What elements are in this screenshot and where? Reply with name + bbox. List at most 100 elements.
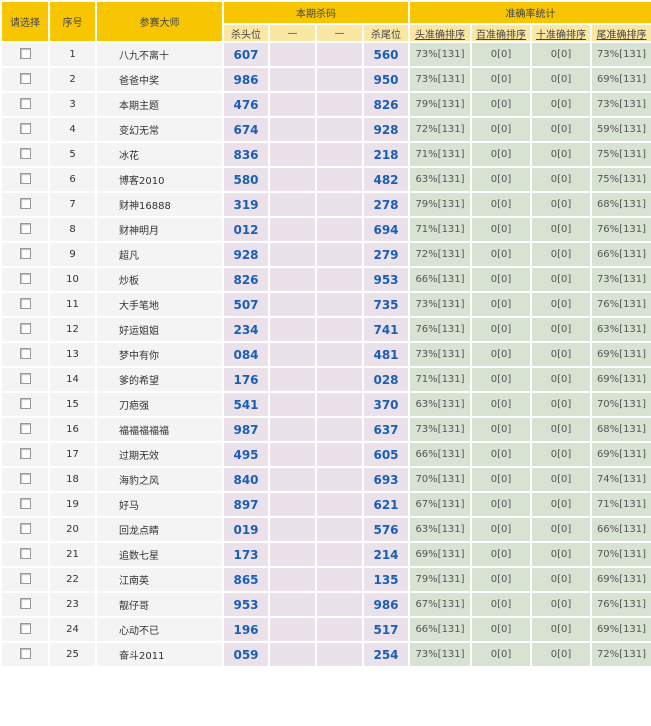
stat-tail: 59%[131] [590, 116, 651, 143]
row-checkbox[interactable] [19, 597, 31, 609]
row-checkbox[interactable] [19, 472, 31, 484]
row-checkbox[interactable] [19, 347, 31, 359]
stat-hundred: 0[0] [470, 391, 532, 418]
row-checkbox[interactable] [19, 447, 31, 459]
stat-hundred: 0[0] [470, 516, 532, 543]
kill-blank-1 [268, 541, 317, 568]
kill-blank-1 [268, 66, 317, 93]
table-row: 22 江南英 865 135 79%[131] 0[0] 0[0] 69%[131] [0, 566, 651, 593]
master-name: 奋斗2011 [95, 641, 224, 668]
stat-tail: 66%[131] [590, 241, 651, 268]
sort-ten-link[interactable]: 十准确排序 [530, 23, 592, 43]
master-name: 博客2010 [95, 166, 224, 193]
kill-head: 507 [222, 291, 270, 318]
master-name: 变幻无常 [95, 116, 224, 143]
master-name: 好运姐姐 [95, 316, 224, 343]
row-checkbox[interactable] [19, 397, 31, 409]
kill-head: 495 [222, 441, 270, 468]
row-checkbox[interactable] [19, 197, 31, 209]
header-kill-group: 本期杀码 [222, 0, 410, 25]
kill-blank-2 [315, 341, 364, 368]
table-row: 18 海豹之风 840 693 70%[131] 0[0] 0[0] 74%[131] [0, 466, 651, 493]
row-checkbox[interactable] [19, 172, 31, 184]
stat-head: 70%[131] [408, 466, 472, 493]
kill-tail: 481 [362, 341, 410, 368]
row-index: 12 [48, 316, 97, 343]
row-checkbox[interactable] [19, 547, 31, 559]
select-cell [0, 141, 50, 168]
kill-head: 840 [222, 466, 270, 493]
row-checkbox[interactable] [19, 622, 31, 634]
select-cell [0, 566, 50, 593]
kill-blank-2 [315, 616, 364, 643]
master-name: 靓仔哥 [95, 591, 224, 618]
stat-tail: 69%[131] [590, 66, 651, 93]
sort-head-link[interactable]: 头准确排序 [408, 23, 472, 43]
row-checkbox[interactable] [19, 297, 31, 309]
stat-ten: 0[0] [530, 566, 592, 593]
kill-blank-1 [268, 141, 317, 168]
row-checkbox[interactable] [19, 572, 31, 584]
row-checkbox[interactable] [19, 222, 31, 234]
stat-head: 66%[131] [408, 266, 472, 293]
kill-blank-1 [268, 566, 317, 593]
table-row: 19 好马 897 621 67%[131] 0[0] 0[0] 71%[131] [0, 491, 651, 518]
kill-tail: 254 [362, 641, 410, 668]
kill-tail: 560 [362, 41, 410, 68]
kill-head: 607 [222, 41, 270, 68]
row-index: 5 [48, 141, 97, 168]
header-master: 参赛大师 [95, 0, 224, 43]
stat-ten: 0[0] [530, 641, 592, 668]
stat-ten: 0[0] [530, 291, 592, 318]
stat-tail: 76%[131] [590, 591, 651, 618]
row-checkbox[interactable] [19, 122, 31, 134]
kill-head: 897 [222, 491, 270, 518]
header-stats-group: 准确率统计 [408, 0, 651, 25]
stat-tail: 75%[131] [590, 166, 651, 193]
select-cell [0, 241, 50, 268]
row-index: 9 [48, 241, 97, 268]
table-row: 10 炒板 826 953 66%[131] 0[0] 0[0] 73%[131] [0, 266, 651, 293]
row-index: 14 [48, 366, 97, 393]
select-cell [0, 166, 50, 193]
row-checkbox[interactable] [19, 372, 31, 384]
row-checkbox[interactable] [19, 647, 31, 659]
row-checkbox[interactable] [19, 522, 31, 534]
stat-ten: 0[0] [530, 591, 592, 618]
row-checkbox[interactable] [19, 147, 31, 159]
stat-head: 73%[131] [408, 341, 472, 368]
select-cell [0, 191, 50, 218]
stat-tail: 69%[131] [590, 341, 651, 368]
table-row: 9 超凡 928 279 72%[131] 0[0] 0[0] 66%[131] [0, 241, 651, 268]
kill-blank-1 [268, 291, 317, 318]
row-checkbox[interactable] [19, 497, 31, 509]
stat-head: 73%[131] [408, 41, 472, 68]
sort-hundred-link[interactable]: 百准确排序 [470, 23, 532, 43]
select-cell [0, 541, 50, 568]
sort-tail-link[interactable]: 尾准确排序 [590, 23, 651, 43]
row-checkbox[interactable] [19, 322, 31, 334]
kill-blank-2 [315, 516, 364, 543]
row-checkbox[interactable] [19, 422, 31, 434]
kill-blank-1 [268, 366, 317, 393]
row-index: 23 [48, 591, 97, 618]
stat-ten: 0[0] [530, 491, 592, 518]
row-checkbox[interactable] [19, 272, 31, 284]
row-checkbox[interactable] [19, 47, 31, 59]
stat-head: 76%[131] [408, 316, 472, 343]
kill-tail: 693 [362, 466, 410, 493]
master-name: 心动不已 [95, 616, 224, 643]
header-kill-head: 杀头位 [222, 23, 270, 43]
stat-head: 71%[131] [408, 141, 472, 168]
row-index: 20 [48, 516, 97, 543]
stat-hundred: 0[0] [470, 441, 532, 468]
stat-tail: 75%[131] [590, 141, 651, 168]
row-checkbox[interactable] [19, 97, 31, 109]
select-cell [0, 66, 50, 93]
stat-ten: 0[0] [530, 616, 592, 643]
stat-hundred: 0[0] [470, 41, 532, 68]
row-checkbox[interactable] [19, 72, 31, 84]
row-checkbox[interactable] [19, 247, 31, 259]
stat-ten: 0[0] [530, 166, 592, 193]
select-cell [0, 416, 50, 443]
